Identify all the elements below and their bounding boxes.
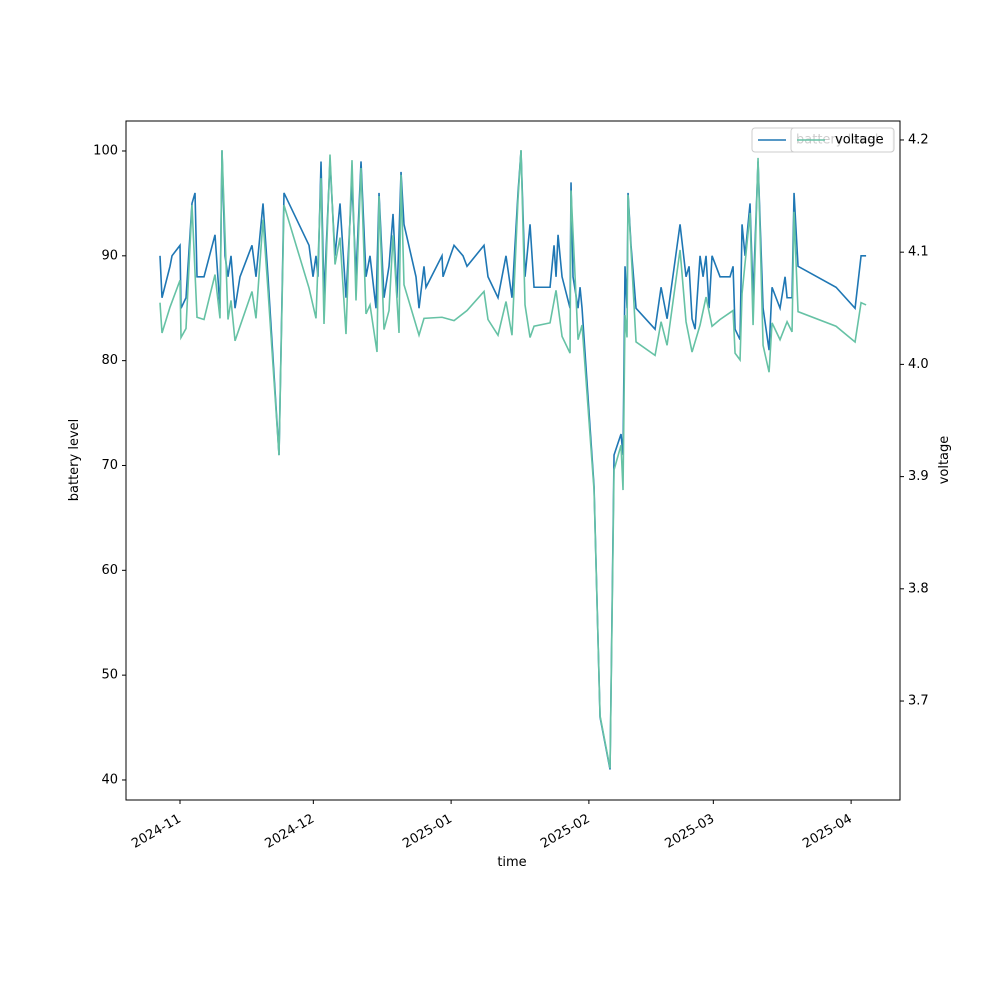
y-tick-label: 100: [93, 143, 118, 158]
data-line: [159, 150, 867, 769]
y2-axis-label: voltage: [937, 436, 952, 485]
x-axis-label: time: [497, 855, 526, 870]
legend-box: [790, 127, 895, 153]
x-tick-label: 2025-04: [800, 812, 855, 852]
y2-tick-label: 3.9: [908, 469, 929, 484]
legend: voltage: [790, 127, 895, 153]
y-tick-label: 60: [101, 563, 118, 578]
y-tick-label: 40: [101, 772, 118, 787]
plot-frame: [125, 120, 901, 801]
x-tick-label: 2024-11: [129, 812, 184, 852]
y-axis-label: battery level: [67, 419, 82, 502]
legend-label: voltage: [835, 133, 884, 148]
y-tick-label: 90: [101, 248, 118, 263]
x-tick-label: 2024-12: [263, 812, 318, 852]
y2-tick-label: 4.1: [908, 245, 929, 260]
y-tick-label: 70: [101, 458, 118, 473]
y2-tick-label: 3.7: [908, 694, 929, 709]
y2-tick-label: 4.2: [908, 132, 929, 147]
x-tick-label: 2025-01: [400, 812, 455, 852]
x-tick-label: 2025-03: [663, 812, 718, 852]
x-tick-label: 2025-02: [538, 812, 593, 852]
data-line: [159, 150, 867, 770]
y-tick-label: 80: [101, 353, 118, 368]
y2-tick-label: 4.0: [908, 357, 929, 372]
y2-tick-label: 3.8: [908, 581, 929, 596]
y-tick-label: 50: [101, 668, 118, 683]
